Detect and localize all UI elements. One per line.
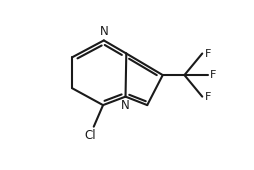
Text: N: N	[100, 25, 108, 38]
Text: F: F	[210, 70, 216, 80]
Text: F: F	[204, 48, 211, 58]
Text: N: N	[120, 99, 129, 112]
Text: F: F	[204, 92, 211, 102]
Text: Cl: Cl	[85, 129, 97, 142]
